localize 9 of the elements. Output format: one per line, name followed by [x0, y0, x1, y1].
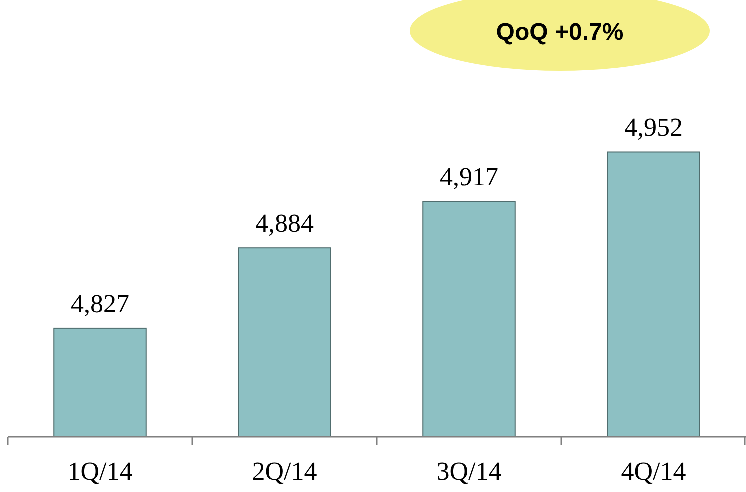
- data-label: 4,827: [71, 289, 130, 318]
- x-tick-label: 4Q/14: [621, 457, 686, 486]
- x-tick-label: 2Q/14: [252, 457, 318, 486]
- annotation: QoQ +0.7%: [496, 19, 624, 46]
- data-label: 4,952: [624, 113, 683, 142]
- data-label: 4,917: [440, 162, 498, 192]
- x-tick-label: 1Q/14: [68, 457, 133, 486]
- data-label: 4,884: [256, 209, 314, 238]
- x-tick-label: 3Q/14: [436, 457, 502, 486]
